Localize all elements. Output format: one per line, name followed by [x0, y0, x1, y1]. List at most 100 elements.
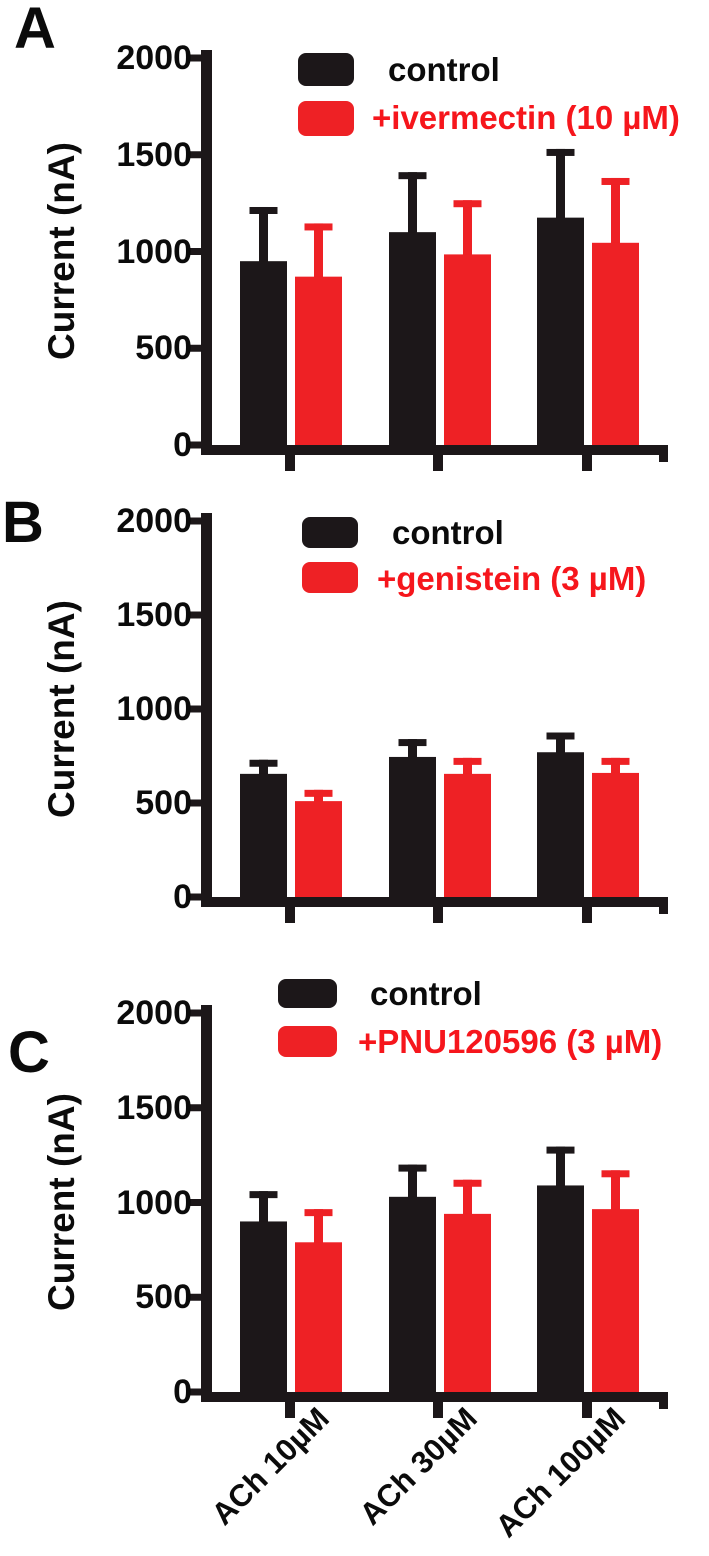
legend-swatch-control-b	[302, 517, 358, 548]
error-bar-line	[259, 759, 268, 780]
y-tick-label: 500	[135, 784, 192, 822]
error-bar-line	[314, 1209, 323, 1249]
x-axis-tick	[285, 1402, 295, 1418]
error-bar-line	[556, 148, 565, 224]
y-tick-label: 1000	[116, 232, 192, 271]
error-bar-line	[611, 757, 620, 779]
y-tick-label: 1500	[116, 596, 192, 634]
error-bar-cap	[249, 1191, 278, 1199]
bar-treatment-group1	[444, 1213, 491, 1392]
y-axis-tick	[189, 611, 201, 619]
y-axis-tick	[189, 893, 201, 901]
panel-letter-c: C	[8, 1020, 50, 1085]
y-axis-tick	[189, 1388, 201, 1396]
y-tick-label: 500	[135, 329, 192, 368]
x-category-label: ACh 10µM	[204, 1400, 336, 1532]
bar-treatment-group2	[592, 1209, 639, 1392]
y-axis-tick	[189, 517, 201, 525]
bar-control-group2	[537, 217, 584, 445]
error-bar-cap	[398, 739, 427, 747]
bar-treatment-group0	[295, 276, 342, 445]
panel-letter-b: B	[2, 490, 44, 555]
error-bar-cap	[453, 757, 482, 765]
y-tick-label: 2000	[116, 39, 192, 77]
y-tick-label: 2000	[116, 994, 192, 1032]
x-axis-tick	[433, 455, 443, 471]
bar-control-group2	[537, 752, 584, 897]
x-axis-tick	[582, 455, 592, 471]
x-axis-end-tick	[659, 905, 668, 914]
x-axis-tick	[433, 1402, 443, 1418]
bar-control-group1	[389, 232, 436, 445]
y-tick-label: 0	[173, 426, 192, 464]
error-bar-line	[463, 757, 472, 780]
bar-treatment-group1	[444, 773, 491, 897]
x-axis-line	[201, 1392, 668, 1402]
y-axis-tick	[189, 1009, 201, 1017]
legend-swatch-pnu120596	[278, 1026, 337, 1057]
error-bar-line	[314, 789, 323, 808]
x-axis-tick	[285, 455, 295, 471]
y-axis-tick	[189, 54, 201, 62]
error-bar-line	[259, 206, 268, 268]
error-bar-cap	[398, 172, 427, 180]
error-bar-line	[611, 1170, 620, 1216]
x-category-label: ACh 100µM	[488, 1400, 633, 1544]
error-bar-cap	[398, 1164, 427, 1172]
x-axis-tick	[433, 907, 443, 923]
legend-label-control-c: control	[370, 975, 482, 1012]
bar-control-group1	[389, 1196, 436, 1392]
y-axis-tick	[189, 441, 201, 449]
x-axis-end-tick	[659, 453, 668, 462]
y-axis-tick	[189, 705, 201, 713]
x-axis-end-tick	[659, 1400, 668, 1409]
y-axis-tick	[189, 1104, 201, 1112]
bar-control-group0	[240, 1221, 287, 1392]
bar-treatment-group1	[444, 254, 491, 445]
y-tick-label: 2000	[116, 502, 192, 540]
error-bar-cap	[546, 1146, 575, 1154]
error-bar-cap	[546, 148, 575, 156]
error-bar-cap	[453, 200, 482, 208]
error-bar-line	[259, 1191, 268, 1228]
error-bar-cap	[601, 177, 630, 185]
error-bar-line	[408, 739, 417, 763]
error-bar-line	[463, 200, 472, 261]
error-bar-cap	[304, 1209, 333, 1217]
legend-label-ivermectin: +ivermectin (10 µM)	[372, 99, 680, 136]
legend-label-control-a: control	[388, 51, 500, 88]
x-axis-tick	[582, 907, 592, 923]
x-axis-line	[201, 897, 668, 907]
y-tick-label: 0	[173, 878, 192, 916]
error-bar-cap	[304, 223, 333, 231]
y-axis-line	[201, 50, 212, 455]
error-bar-cap	[453, 1179, 482, 1187]
bar-control-group0	[240, 261, 287, 445]
error-bar-line	[463, 1179, 472, 1220]
legend-label-genistein: +genistein (3 µM)	[377, 560, 647, 597]
bar-control-group2	[537, 1185, 584, 1392]
error-bar-cap	[249, 759, 278, 767]
y-axis-tick	[189, 344, 201, 352]
x-axis-tick	[582, 1402, 592, 1418]
error-bar-line	[408, 172, 417, 239]
x-category-label: ACh 30µM	[352, 1400, 484, 1532]
bar-treatment-group2	[592, 772, 639, 897]
bar-control-group0	[240, 773, 287, 897]
y-axis-tick	[189, 1293, 201, 1301]
y-tick-label: 1500	[116, 1088, 192, 1127]
bar-treatment-group0	[295, 1242, 342, 1392]
bar-control-group1	[389, 756, 436, 897]
legend-swatch-control-a	[298, 53, 354, 86]
y-axis-line	[201, 1005, 212, 1402]
panel-letter-a: A	[14, 0, 56, 61]
x-axis-tick	[285, 907, 295, 923]
error-bar-line	[314, 223, 323, 283]
y-axis-line	[201, 513, 212, 907]
error-bar-cap	[601, 1170, 630, 1178]
error-bar-cap	[546, 732, 575, 740]
legend-swatch-genistein	[302, 562, 358, 593]
